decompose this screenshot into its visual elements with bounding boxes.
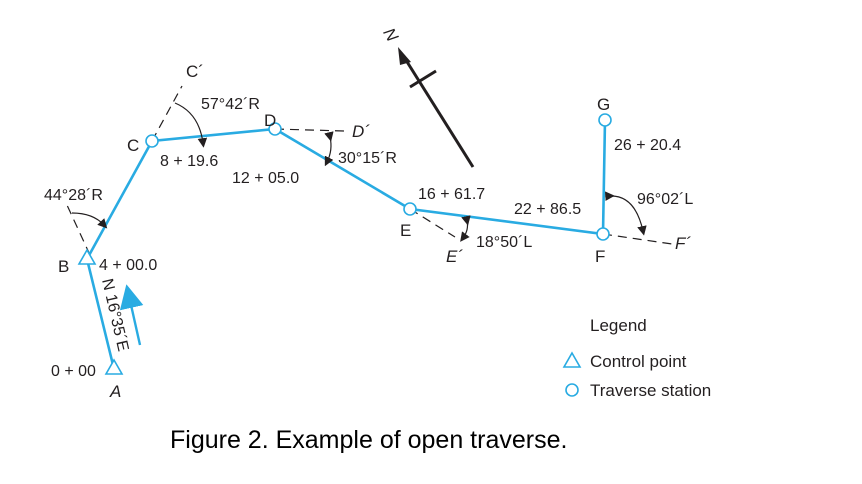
- station-label-f: 22 + 86.5: [514, 201, 581, 218]
- station-label-b: 4 + 00.0: [99, 257, 157, 274]
- north-arrow: N: [379, 25, 475, 168]
- station-c[interactable]: [145, 134, 159, 148]
- legend-title: Legend: [590, 316, 647, 335]
- station-label-d: 12 + 05.0: [232, 170, 299, 187]
- control-point-a[interactable]: [104, 358, 124, 375]
- extension-line-f: [602, 233, 673, 245]
- bearing-label-ab: N 16°35´E: [98, 277, 131, 353]
- control-points: [77, 248, 124, 375]
- legend-label-control: Control point: [590, 352, 687, 371]
- station-label-c: 8 + 19.6: [160, 153, 218, 170]
- point-labels: A B C D E F G C´ D´ E´ F´: [58, 62, 691, 401]
- extension-line-b: [66, 204, 91, 256]
- extension-lines: [66, 85, 673, 256]
- legend-triangle-icon: [562, 351, 582, 368]
- legend: Legend Control point Traverse station: [562, 316, 711, 400]
- point-label-c-prime: C´: [186, 62, 204, 81]
- station-g[interactable]: [598, 113, 612, 127]
- station-label-g: 26 + 20.4: [614, 137, 681, 154]
- traverse-stations: [145, 113, 612, 241]
- angle-label-c: 57°42´R: [201, 96, 260, 113]
- point-label-f-prime: F´: [675, 234, 691, 253]
- bearing-arrow: [119, 284, 144, 346]
- angle-arc-b: [71, 212, 108, 229]
- angle-arc-c: [174, 102, 208, 148]
- station-label-e: 16 + 61.7: [418, 186, 485, 203]
- angle-label-b: 44°28´R: [44, 187, 103, 204]
- point-label-d-prime: D´: [352, 122, 370, 141]
- control-point-b[interactable]: [77, 248, 97, 265]
- station-d[interactable]: [268, 122, 282, 136]
- angle-arc-d: [324, 131, 334, 167]
- point-label-e-prime: E´: [446, 247, 463, 266]
- station-e[interactable]: [403, 202, 417, 216]
- point-label-f: F: [595, 247, 605, 266]
- point-label-g: G: [597, 95, 610, 114]
- angle-label-d: 30°15´R: [338, 150, 397, 167]
- angle-label-f: 96°02´L: [637, 191, 693, 208]
- angle-label-e: 18°50´L: [476, 234, 532, 251]
- point-label-c: C: [127, 136, 139, 155]
- legend-label-station: Traverse station: [590, 381, 711, 400]
- extension-line-d: [274, 128, 346, 132]
- station-f[interactable]: [596, 227, 610, 241]
- angle-arc-e: [460, 215, 471, 242]
- station-label-a: 0 + 00: [51, 363, 96, 380]
- point-label-e: E: [400, 221, 411, 240]
- point-label-a: A: [109, 382, 121, 401]
- north-label: N: [379, 25, 402, 46]
- extension-line-e: [409, 208, 456, 238]
- angle-labels: 44°28´R 57°42´R 30°15´R 18°50´L 96°02´L: [44, 96, 693, 251]
- point-label-b: B: [58, 257, 69, 276]
- extension-line-c: [151, 85, 183, 142]
- figure-caption: Figure 2. Example of open traverse.: [170, 426, 567, 454]
- legend-circle-icon: [565, 383, 579, 397]
- angle-arcs: [71, 102, 647, 242]
- point-label-d: D: [264, 111, 276, 130]
- angle-arc-f: [605, 191, 647, 236]
- station-labels: 0 + 00 4 + 00.0 8 + 19.6 12 + 05.0 16 + …: [51, 137, 681, 380]
